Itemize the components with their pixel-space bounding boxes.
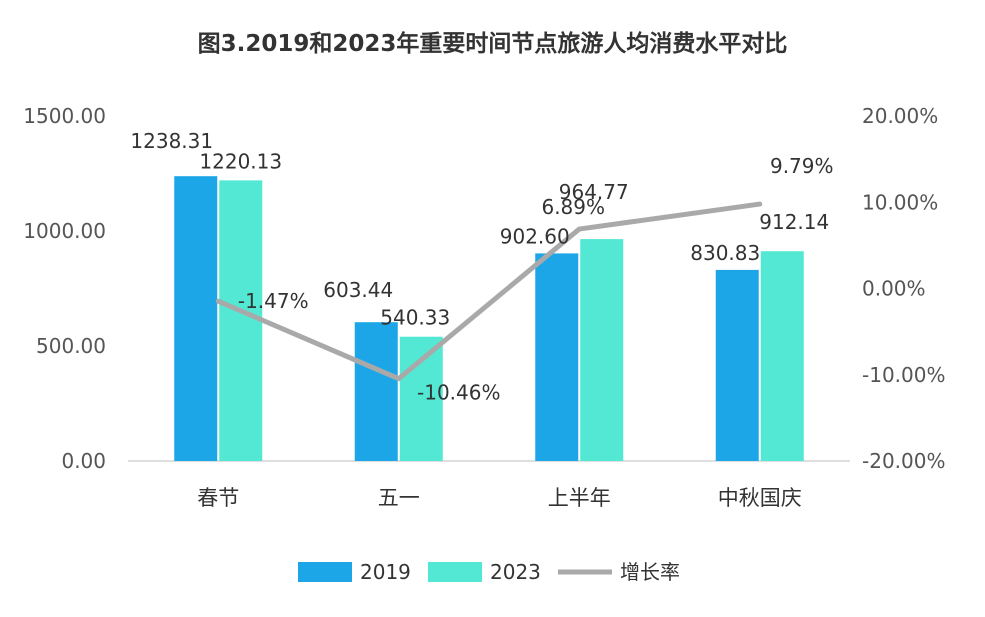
data-label-2023: 540.33 — [380, 306, 450, 330]
bar-2023 — [760, 251, 804, 461]
legend: 2019 2023 增长率 — [298, 560, 680, 584]
data-label-2019: 902.60 — [500, 224, 570, 248]
data-label-growth: 6.89% — [541, 195, 605, 219]
x-category-label: 春节 — [197, 486, 239, 510]
x-category-label: 中秋国庆 — [718, 486, 802, 510]
bar-2019 — [354, 322, 398, 461]
data-label-2023: 1220.13 — [199, 149, 282, 173]
y-left-tick-label: 1000.00 — [23, 219, 106, 243]
data-label-2019: 603.44 — [323, 278, 393, 302]
data-label-2019: 1238.31 — [130, 129, 213, 153]
data-label-2023: 912.14 — [759, 210, 829, 234]
x-category-label: 五一 — [378, 486, 420, 510]
data-label-2019: 830.83 — [690, 241, 760, 265]
y-right-tick-label: -10.00% — [862, 363, 945, 387]
legend-label: 2023 — [490, 560, 541, 584]
data-label-growth: -10.46% — [417, 381, 500, 405]
y-left-tick-label: 1500.00 — [23, 104, 106, 128]
bar-2019 — [715, 269, 759, 461]
legend-label: 增长率 — [620, 560, 680, 584]
data-labels: 1238.31 603.44 902.60 830.83 1220.13 540.33 96… — [130, 129, 833, 405]
line-增长率 — [215, 201, 763, 382]
legend-swatch-2019 — [298, 562, 352, 582]
legend-swatch-2023 — [428, 562, 482, 582]
bar-2023 — [219, 180, 263, 461]
y-left-tick-label: 500.00 — [36, 334, 106, 358]
x-category-label: 上半年 — [548, 486, 611, 510]
bars — [174, 176, 804, 461]
legend-label: 2019 — [360, 560, 411, 584]
y-right-tick-label: 20.00% — [862, 104, 938, 128]
bar-2019 — [174, 176, 218, 461]
y-right-tick-label: -20.00% — [862, 449, 945, 473]
growth-line — [215, 201, 763, 382]
axes: 1500.00 1000.00 500.00 0.00 20.00% 10.00% 0.00… — [23, 104, 945, 510]
bar-2023 — [580, 239, 624, 461]
bar-2019 — [535, 253, 579, 461]
data-label-2023: 964.77 — [559, 180, 629, 204]
y-left-tick-label: 0.00 — [61, 449, 106, 473]
data-label-growth: 9.79% — [770, 154, 834, 178]
data-label-growth: -1.47% — [238, 289, 309, 313]
y-right-tick-label: 0.00% — [862, 277, 926, 301]
chart-title: 图3.2019和2023年重要时间节点旅游人均消费水平对比 — [197, 31, 788, 57]
y-right-tick-label: 10.00% — [862, 190, 938, 214]
